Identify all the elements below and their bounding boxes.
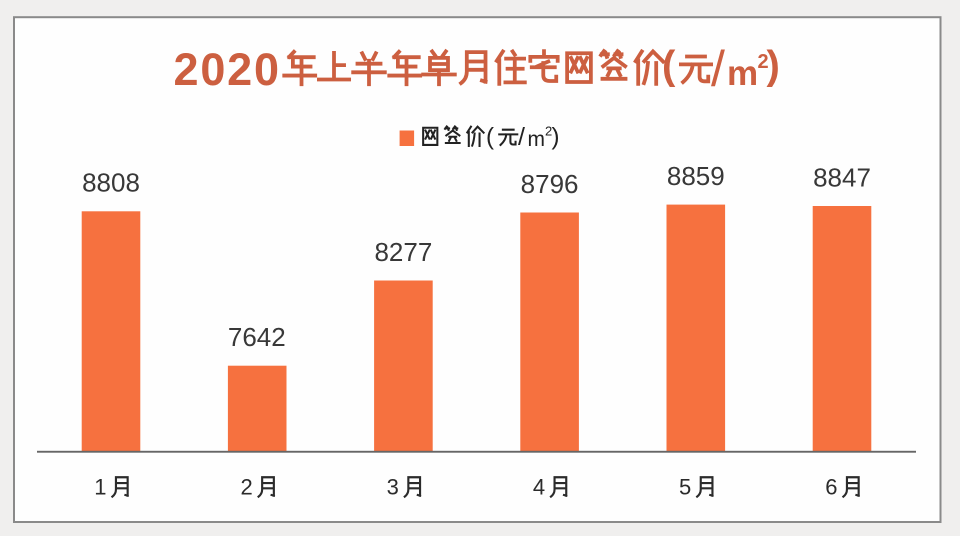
svg-text:(: ( [662,44,676,88]
svg-text:): ) [767,44,780,88]
svg-text:): ) [552,124,560,151]
svg-text:/: / [518,123,525,151]
svg-text:(: ( [486,124,494,151]
svg-text:2: 2 [545,124,552,139]
svg-text:m: m [727,54,758,93]
svg-text:8796: 8796 [521,169,579,199]
svg-text:2: 2 [758,51,769,73]
svg-text:m: m [528,128,546,151]
svg-text:/: / [711,41,725,97]
svg-text:3: 3 [387,474,399,499]
svg-text:6: 6 [825,474,837,499]
svg-text:1: 1 [94,474,106,499]
svg-text:5: 5 [679,474,691,499]
svg-text:2: 2 [240,474,252,499]
svg-text:7642: 7642 [228,322,286,352]
svg-text:8277: 8277 [374,237,432,267]
svg-text:8847: 8847 [813,163,871,193]
svg-text:2020: 2020 [174,44,281,95]
svg-text:8808: 8808 [82,168,140,198]
svg-text:8859: 8859 [667,161,725,191]
svg-text:4: 4 [533,474,545,499]
